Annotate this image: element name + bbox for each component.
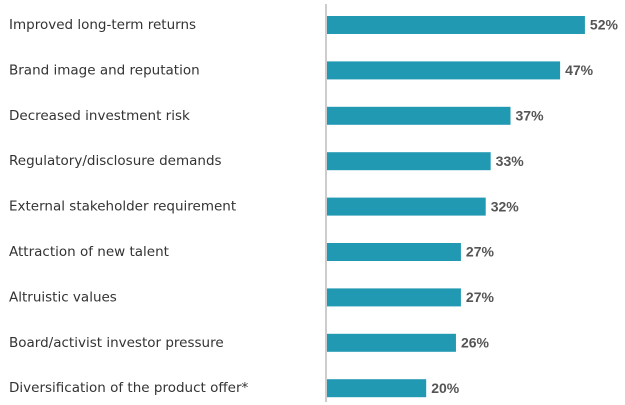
- bar: [327, 61, 561, 80]
- value-label: 32%: [491, 198, 520, 214]
- value-label: 47%: [565, 62, 594, 78]
- category-label: Attraction of new talent: [9, 244, 169, 260]
- value-label: 37%: [516, 108, 545, 124]
- bar: [327, 16, 585, 34]
- bar: [327, 333, 456, 352]
- bar: [327, 197, 486, 216]
- category-label: External stakeholder requirement: [9, 199, 236, 215]
- category-label: Decreased investment risk: [9, 108, 190, 124]
- category-label: Diversification of the product offer*: [9, 380, 249, 396]
- category-label: Improved long-term returns: [9, 17, 196, 33]
- bar: [327, 152, 491, 171]
- bar: [327, 288, 461, 307]
- value-label: 20%: [431, 380, 460, 396]
- value-label: 52%: [590, 17, 619, 33]
- value-label: 27%: [466, 289, 495, 305]
- bar: [327, 243, 461, 261]
- value-label: 33%: [496, 153, 525, 169]
- value-label: 27%: [466, 244, 495, 260]
- category-label: Board/activist investor pressure: [9, 335, 224, 351]
- value-label: 26%: [461, 335, 490, 351]
- category-label: Altruistic values: [9, 289, 117, 305]
- bar: [327, 379, 427, 398]
- bar: [327, 106, 511, 125]
- category-label: Regulatory/disclosure demands: [9, 153, 222, 169]
- category-label: Brand image and reputation: [9, 62, 200, 78]
